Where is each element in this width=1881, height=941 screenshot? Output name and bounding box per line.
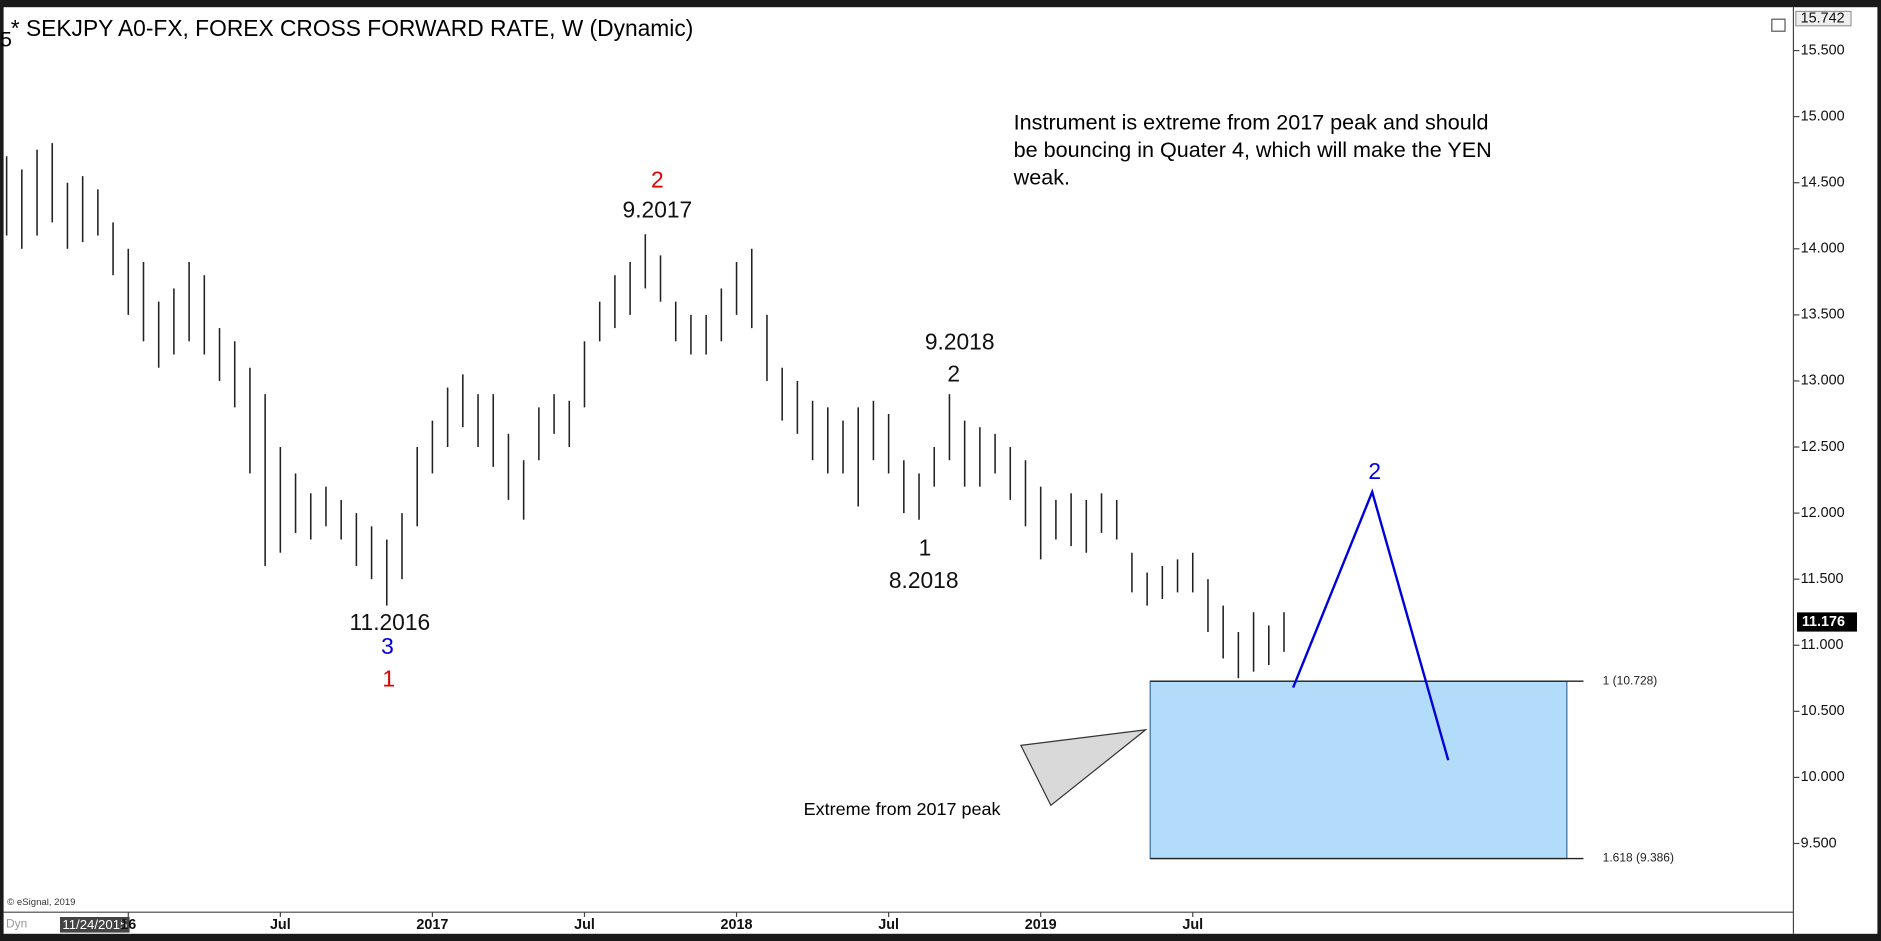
date-label: 9.2017 [623,196,693,222]
x-tick-label: Jul [878,917,899,933]
footer-left: Dyn [6,916,27,930]
last-price: 11.176 [1802,614,1845,630]
y-tick-label: 14.500 [1801,175,1845,191]
top-value-box [1795,10,1852,27]
left-border [0,0,4,941]
x-tick-label: Jul [574,917,595,933]
right-border [1877,0,1881,941]
note-line: weak. [1013,165,1070,190]
window-icon[interactable] [1771,18,1786,32]
wave-label: 2 [947,361,960,387]
date-label: 8.2018 [889,567,959,593]
bottom-border [0,933,1881,941]
projection-line [1292,488,1450,761]
x-tick-label: 2019 [1025,917,1057,933]
wave-label: 2 [651,166,664,192]
note-line: Instrument is extreme from 2017 peak and… [1014,109,1489,134]
title-prefix: 5 [0,27,12,52]
x-tick-label: 2018 [721,917,753,933]
y-tick-label: 12.500 [1801,439,1845,455]
y-tick-label: 14.000 [1801,241,1845,257]
y-tick-label: 9.500 [1801,835,1837,851]
date-label: 11.2016 [350,609,431,635]
y-tick-label: 11.000 [1801,637,1844,653]
wave-label: 1 [919,535,932,561]
y-tick-label: 12.000 [1801,505,1845,521]
fib-label: 1 (10.728) [1603,673,1658,687]
y-tick-label: 15.500 [1801,42,1845,58]
y-tick-label: 13.500 [1801,307,1845,323]
x-tick-label: Jul [1182,917,1203,933]
note-line: be bouncing in Quater 4, which will make… [1014,137,1492,162]
y-tick-label: 11.500 [1801,571,1844,587]
wave-label: 1 [382,666,395,692]
x-tick-label: 2017 [416,917,448,933]
pointer-triangle [1019,728,1148,807]
top-value: 15.742 [1801,10,1845,26]
last-price-box [1797,612,1858,632]
top-border [0,0,1881,8]
chart-title: * SEKJPY A0-FX, FOREX CROSS FORWARD RATE… [11,15,694,41]
wave-label: 3 [381,633,394,659]
x-tick-label: 16 [120,917,136,933]
y-tick-label: 15.000 [1801,108,1845,124]
copyright: © eSignal, 2019 [7,897,75,908]
y-tick-label: 10.500 [1801,703,1845,719]
wave-label: 2 [1368,458,1381,484]
date-label: 9.2018 [925,328,995,354]
start-date-box [59,916,130,933]
zone-note: Extreme from 2017 peak [804,799,1002,819]
y-tick-label: 10.000 [1801,769,1845,785]
fib-label: 1.618 (9.386) [1603,851,1674,865]
start-date: 11/24/2015 [62,917,127,932]
target-zone [1149,680,1568,860]
y-tick-label: 13.000 [1801,373,1845,389]
x-tick-label: Jul [270,917,291,933]
